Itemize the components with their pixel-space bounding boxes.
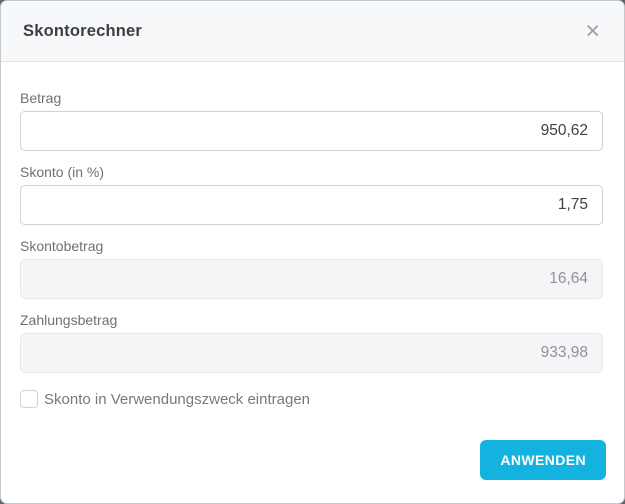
zahlungsbetrag-field-group: Zahlungsbetrag — [20, 312, 603, 373]
betrag-label: Betrag — [20, 90, 62, 106]
dialog-footer: ANWENDEN — [1, 440, 624, 503]
skontobetrag-label: Skontobetrag — [20, 238, 104, 254]
betrag-input[interactable] — [20, 111, 603, 151]
verwendungszweck-checkbox-label[interactable]: Skonto in Verwendungszweck eintragen — [44, 390, 311, 408]
zahlungsbetrag-input — [20, 333, 603, 373]
dialog-header: Skontorechner × — [1, 1, 624, 62]
dialog-body: Betrag Skonto (in %) Skontobetrag Zahlun… — [1, 62, 624, 440]
zahlungsbetrag-label: Zahlungsbetrag — [20, 312, 118, 328]
skontobetrag-field-group: Skontobetrag — [20, 238, 603, 299]
close-icon[interactable]: × — [585, 16, 600, 45]
skonto-percent-input[interactable] — [20, 185, 603, 225]
apply-button[interactable]: ANWENDEN — [480, 440, 606, 480]
dialog-title: Skontorechner — [23, 21, 143, 40]
betrag-field-group: Betrag — [20, 90, 603, 151]
skonto-percent-label: Skonto (in %) — [20, 164, 105, 180]
skontobetrag-input — [20, 259, 603, 299]
skonto-percent-field-group: Skonto (in %) — [20, 164, 603, 225]
verwendungszweck-checkbox[interactable] — [20, 390, 38, 408]
verwendungszweck-checkbox-row: Skonto in Verwendungszweck eintragen — [20, 390, 603, 408]
